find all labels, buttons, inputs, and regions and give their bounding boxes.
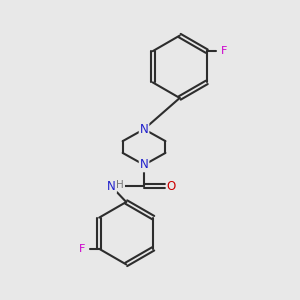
Text: F: F xyxy=(79,244,85,254)
Text: F: F xyxy=(221,46,227,56)
Text: N: N xyxy=(107,180,116,193)
Text: N: N xyxy=(107,180,116,193)
Text: O: O xyxy=(167,180,176,193)
Text: N: N xyxy=(140,123,148,136)
Text: N: N xyxy=(140,158,148,171)
Text: H: H xyxy=(116,180,124,190)
